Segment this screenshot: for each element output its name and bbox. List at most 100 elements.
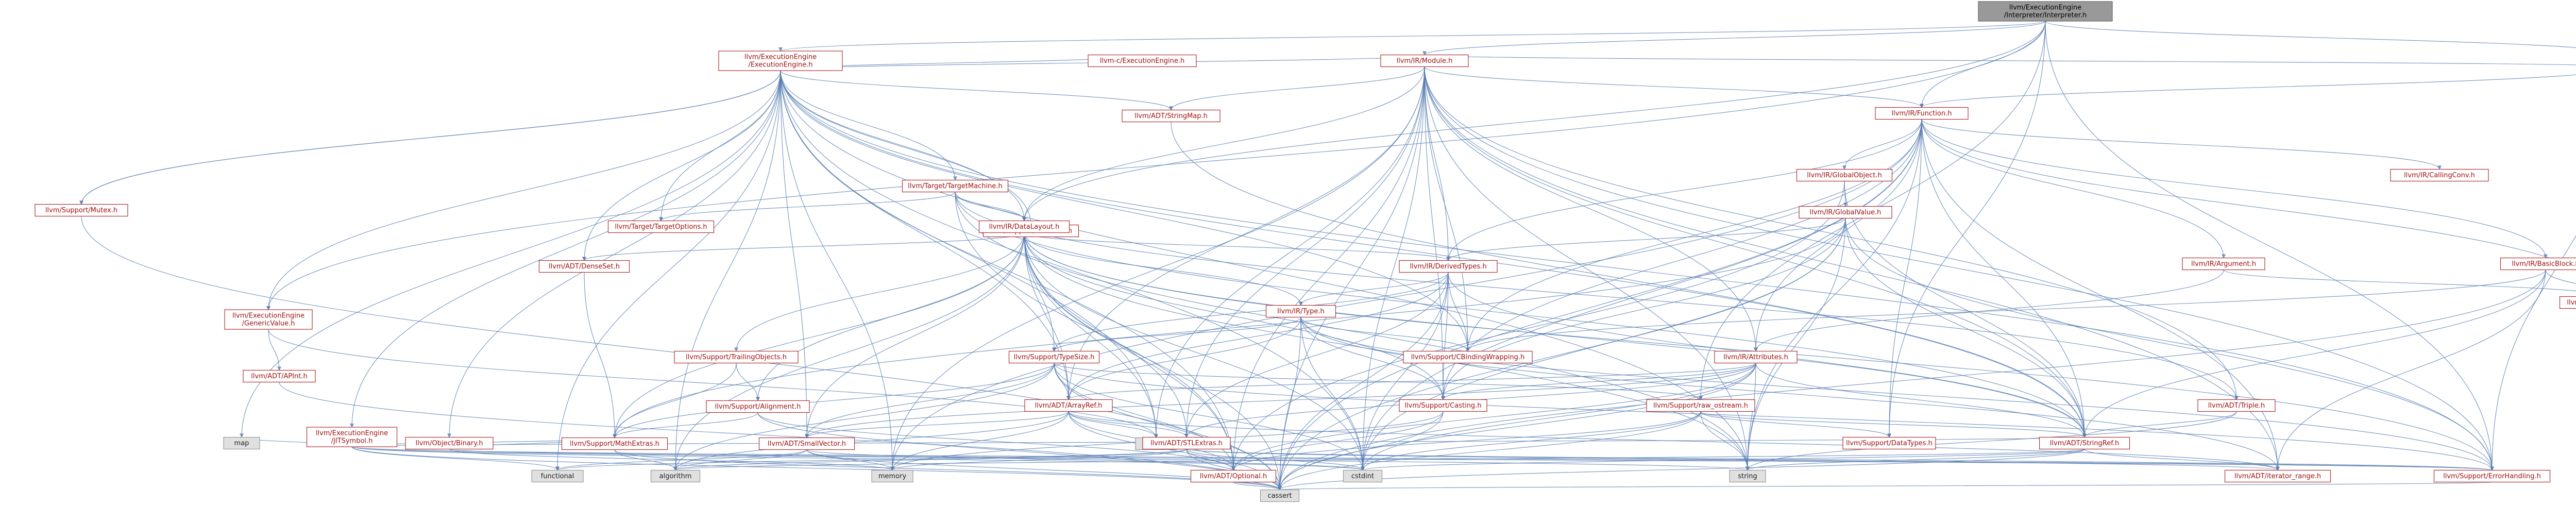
- node-ee[interactable]: llvm/ExecutionEngine/ExecutionEngine.h: [718, 50, 843, 71]
- node-label: algorithm: [659, 473, 692, 480]
- edge-root-to-module: [1422, 21, 2046, 56]
- node-densetset[interactable]: llvm/ADT/DenseSet.h: [538, 260, 630, 273]
- edge-function-to-argument: [1921, 119, 2226, 259]
- node-memory: memory: [871, 469, 913, 483]
- node-stlextras[interactable]: llvm/ADT/STLExtras.h: [1142, 436, 1231, 450]
- node-alignment[interactable]: llvm/Support/Alignment.h: [706, 400, 810, 413]
- edge-irtype-to-arrayref: [1066, 317, 1301, 400]
- node-label: llvm/Support/DataTypes.h: [1846, 440, 1933, 447]
- node-cbinding[interactable]: llvm/Support/CBindingWrapping.h: [1403, 350, 1533, 364]
- edge-ee-to-mutex: [79, 70, 781, 205]
- node-triple[interactable]: llvm/ADT/Triple.h: [2197, 399, 2276, 412]
- node-datatypes[interactable]: llvm/Support/DataTypes.h: [1842, 436, 1936, 450]
- node-label: memory: [878, 473, 907, 480]
- node-rawostream[interactable]: llvm/Support/raw_ostream.h: [1646, 399, 1755, 412]
- node-derivedtypes[interactable]: llvm/IR/DerivedTypes.h: [1399, 260, 1498, 273]
- node-stringref[interactable]: llvm/ADT/StringRef.h: [2039, 436, 2130, 450]
- edge-module-to-errorhandling: [1424, 66, 2494, 471]
- node-root[interactable]: llvm/ExecutionEngine/Interpreter/Interpr…: [1978, 1, 2113, 22]
- node-label: llvm/ADT/StringMap.h: [1134, 112, 1208, 120]
- edge-apint-to-cassert: [279, 382, 1282, 491]
- edge-globalvalue-to-cstdint: [1361, 218, 1846, 471]
- node-label: string: [1738, 473, 1757, 480]
- node-objectbinary[interactable]: llvm/Object/Binary.h: [405, 436, 494, 450]
- node-callingconv[interactable]: llvm/IR/CallingConv.h: [2390, 169, 2489, 182]
- node-box: [2197, 399, 2276, 412]
- edge-typesize-to-smallvector: [805, 363, 1055, 439]
- node-attributes[interactable]: llvm/IR/Attributes.h: [1714, 350, 1798, 364]
- node-iterator_range[interactable]: llvm/ADT/iterator_range.h: [2224, 469, 2331, 483]
- node-arrayref[interactable]: llvm/ADT/ArrayRef.h: [1024, 399, 1113, 412]
- edge-smallvector-to-cstdint: [806, 449, 1365, 471]
- edge-function-to-basicblock: [1921, 119, 2548, 259]
- node-basicblock[interactable]: llvm/IR/BasicBlock.h: [2500, 257, 2576, 271]
- node-box: [1403, 350, 1533, 364]
- node-argument[interactable]: llvm/IR/Argument.h: [2182, 257, 2265, 271]
- edge-instvisitor-to-function: [1920, 74, 2576, 108]
- node-box: [1343, 469, 1383, 483]
- edge-ee-to-smallvector: [780, 70, 809, 439]
- node-label: llvm/ADT/StringRef.h: [2050, 440, 2119, 447]
- node-box: [1875, 107, 1969, 120]
- node-box: [1122, 109, 1221, 123]
- node-ilist_node[interactable]: llvm/ADT/ilist_node.h: [2559, 296, 2576, 309]
- node-box: [1399, 260, 1498, 273]
- node-apint[interactable]: llvm/ADT/APInt.h: [243, 369, 316, 383]
- node-irtype[interactable]: llvm/IR/Type.h: [1265, 305, 1336, 318]
- node-label: llvm/Target/TargetMachine.h: [908, 182, 1003, 190]
- edge-ee-to-arrayref: [780, 70, 1071, 400]
- node-label: llvm/Support/raw_ostream.h: [1653, 402, 1748, 410]
- edge-module-to-function: [1424, 66, 1924, 108]
- edge-module-to-string: [1424, 66, 1750, 471]
- node-targetmachine[interactable]: llvm/Target/TargetMachine.h: [902, 179, 1009, 193]
- edge-irtype-to-typesize: [1052, 317, 1301, 352]
- edge-stlextras-to-memory: [890, 449, 1187, 471]
- node-box: [1265, 305, 1336, 318]
- node-jitsymbol[interactable]: llvm/ExecutionEngine/JITSymbol.h: [306, 427, 398, 447]
- node-trailing[interactable]: llvm/Support/TrailingObjects.h: [674, 350, 799, 364]
- node-optional[interactable]: llvm/ADT/Optional.h: [1190, 469, 1277, 483]
- node-label: llvm/Object/Binary.h: [416, 440, 483, 447]
- node-datalayout[interactable]: llvm/IR/DataLayout.h: [978, 220, 1070, 233]
- edge-arrayref-to-vector: [1068, 411, 1158, 439]
- node-globalobject[interactable]: llvm/IR/GlobalObject.h: [1796, 169, 1893, 182]
- edge-module-to-stlextras: [1184, 66, 1425, 438]
- edge-ee-to-objectbinary: [447, 70, 781, 438]
- node-cee[interactable]: llvm-c/ExecutionEngine.h: [1088, 54, 1197, 68]
- node-box: [1008, 350, 1100, 364]
- node-box: [2433, 469, 2551, 483]
- node-label: llvm/Support/Alignment.h: [715, 403, 801, 411]
- node-label: llvm/Support/MathExtras.h: [570, 440, 659, 448]
- node-smallvector[interactable]: llvm/ADT/SmallVector.h: [758, 437, 855, 450]
- edge-stringmap-to-stringref: [1171, 122, 2087, 438]
- edge-attributes-to-arrayref: [1066, 363, 1756, 400]
- node-typesize[interactable]: llvm/Support/TypeSize.h: [1008, 350, 1100, 364]
- edge-datalayout-to-mathextras: [613, 232, 1025, 439]
- edge-module-to-vector: [1154, 66, 1425, 439]
- node-function[interactable]: llvm/IR/Function.h: [1875, 107, 1969, 120]
- node-mutex[interactable]: llvm/Support/Mutex.h: [35, 204, 128, 217]
- node-label: llvm/ExecutionEngine: [744, 54, 817, 61]
- node-globalvalue[interactable]: llvm/IR/GlobalValue.h: [1799, 206, 1892, 219]
- node-mathextras[interactable]: llvm/Support/MathExtras.h: [561, 437, 668, 450]
- node-module[interactable]: llvm/IR/Module.h: [1380, 54, 1469, 68]
- node-label: /GenericValue.h: [242, 320, 295, 328]
- node-casting[interactable]: llvm/Support/Casting.h: [1399, 399, 1487, 412]
- edge-attributes-to-stringref: [1755, 363, 2087, 438]
- node-stringmap[interactable]: llvm/ADT/StringMap.h: [1122, 109, 1221, 123]
- edge-datalayout-to-algorithm: [673, 232, 1025, 471]
- node-label: llvm/IR/Function.h: [1892, 110, 1952, 117]
- node-box: [1714, 350, 1798, 364]
- edge-function-to-cassert: [1278, 119, 1922, 491]
- node-errorhandling[interactable]: llvm/Support/ErrorHandling.h: [2433, 469, 2551, 483]
- node-box: [607, 220, 715, 233]
- node-label: llvm/IR/Attributes.h: [1723, 354, 1788, 361]
- node-genericvalue[interactable]: llvm/ExecutionEngine/GenericValue.h: [224, 309, 313, 330]
- edge-arrayref-to-stlextras: [1068, 411, 1189, 438]
- edge-alignment-to-mathextras: [613, 412, 758, 439]
- edge-stringref-to-algorithm: [673, 449, 2085, 471]
- node-box: [1024, 399, 1113, 412]
- node-targetoptions[interactable]: llvm/Target/TargetOptions.h: [607, 220, 715, 233]
- edge-arrayref-to-smallvector: [805, 411, 1069, 439]
- edge-trailing-to-alignment: [736, 363, 760, 401]
